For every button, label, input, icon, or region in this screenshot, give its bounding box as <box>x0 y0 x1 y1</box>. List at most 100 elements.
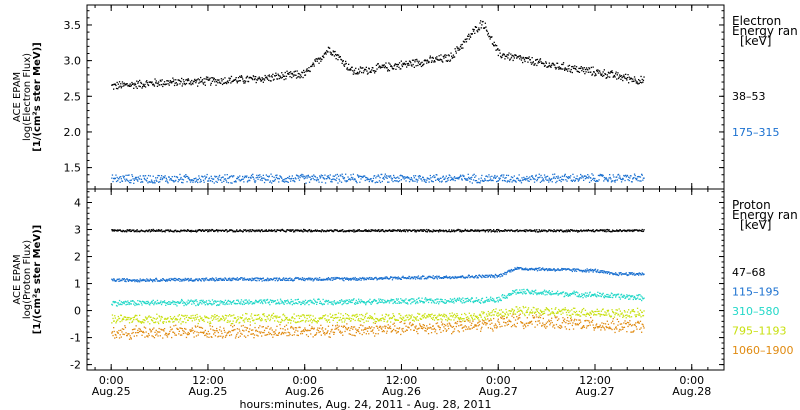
data-point <box>425 300 427 302</box>
data-point <box>239 303 241 305</box>
data-point <box>429 178 431 180</box>
data-point <box>404 299 406 301</box>
data-point <box>508 293 510 295</box>
data-point <box>487 298 489 301</box>
data-point <box>284 75 286 77</box>
data-point <box>367 277 369 280</box>
data-point <box>609 72 611 74</box>
data-point <box>274 300 276 302</box>
data-point <box>642 79 645 81</box>
data-point <box>451 229 453 231</box>
data-point <box>130 182 132 184</box>
data-point <box>128 229 130 231</box>
series-black <box>111 20 645 90</box>
data-point <box>140 181 142 183</box>
data-point <box>614 273 616 275</box>
data-point <box>355 279 357 281</box>
data-point <box>395 278 397 280</box>
data-point <box>150 179 153 181</box>
data-point <box>596 69 598 71</box>
data-point <box>583 70 585 73</box>
data-point <box>334 276 336 279</box>
data-point <box>310 300 312 302</box>
data-point <box>410 179 412 181</box>
data-point <box>359 175 362 177</box>
data-point <box>298 301 300 303</box>
data-point <box>170 81 172 83</box>
data-point <box>280 176 282 178</box>
data-point <box>603 296 605 298</box>
data-point <box>447 59 449 62</box>
data-point <box>359 302 362 304</box>
data-point <box>524 290 526 293</box>
data-point <box>214 279 217 282</box>
data-point <box>237 279 240 281</box>
data-point <box>173 301 176 303</box>
data-point <box>358 298 360 300</box>
data-point <box>162 322 164 324</box>
data-point <box>153 279 156 281</box>
data-point <box>445 276 447 279</box>
data-point <box>522 267 524 270</box>
data-point <box>304 229 307 231</box>
data-point <box>623 295 626 297</box>
data-point <box>408 177 410 179</box>
data-point <box>179 83 181 85</box>
data-point <box>300 230 302 232</box>
data-point <box>460 44 462 46</box>
data-point <box>599 292 601 295</box>
data-point <box>612 229 614 231</box>
data-point <box>144 231 146 233</box>
data-point <box>607 180 609 183</box>
data-point <box>408 300 411 302</box>
data-point <box>416 298 418 301</box>
data-point <box>191 317 193 319</box>
data-point <box>477 31 479 33</box>
data-point <box>127 280 130 282</box>
data-point <box>277 302 279 304</box>
data-point <box>152 182 154 184</box>
data-point <box>202 299 204 301</box>
data-point <box>364 175 366 177</box>
data-point <box>478 178 480 180</box>
data-point <box>616 176 618 178</box>
data-point <box>171 176 173 178</box>
data-point <box>176 278 179 281</box>
data-point <box>116 305 118 307</box>
data-point <box>208 178 210 180</box>
data-point <box>230 175 233 177</box>
data-point <box>443 301 445 303</box>
data-point <box>580 67 582 70</box>
data-point <box>462 40 465 42</box>
data-point <box>210 278 212 280</box>
data-point <box>497 228 499 231</box>
data-point <box>530 63 533 65</box>
data-point <box>432 176 434 178</box>
data-point <box>329 278 331 280</box>
data-point <box>535 268 537 270</box>
data-point <box>297 76 299 78</box>
data-point <box>338 230 340 232</box>
data-point <box>400 68 402 70</box>
data-point <box>134 176 137 179</box>
data-point <box>442 277 444 279</box>
data-point <box>274 229 276 231</box>
data-point <box>385 277 387 280</box>
data-point <box>205 301 207 303</box>
data-point <box>336 277 338 279</box>
data-point <box>585 175 587 178</box>
data-point <box>171 318 173 321</box>
data-point <box>577 230 579 232</box>
data-point <box>598 179 600 181</box>
data-point <box>424 179 426 181</box>
data-point <box>163 177 166 179</box>
data-point <box>479 22 481 24</box>
data-point <box>523 57 525 59</box>
data-point <box>168 301 170 303</box>
data-point <box>198 82 200 84</box>
data-point <box>134 314 137 316</box>
data-point <box>552 231 555 233</box>
data-point <box>172 300 174 302</box>
data-point <box>482 229 485 231</box>
data-point <box>290 301 292 303</box>
